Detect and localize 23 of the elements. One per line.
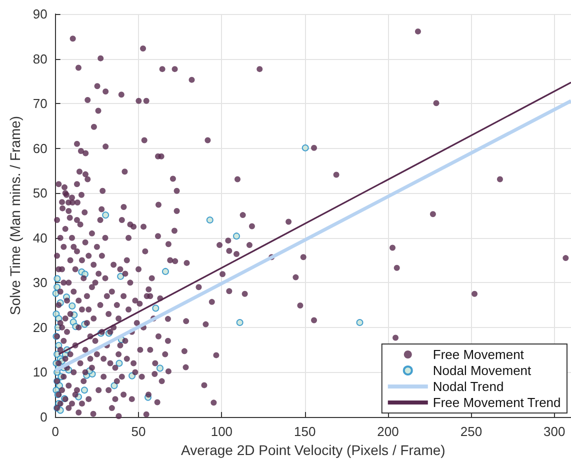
x-axis-title: Average 2D Point Velocity (Pixels / Frame) (181, 442, 446, 458)
y-tick-label: 70 (32, 96, 48, 112)
y-tick-label: 0 (40, 410, 48, 424)
x-tick-label: 300 (544, 424, 566, 439)
legend-label: Free Movement Trend (432, 395, 561, 410)
legend-label: Nodal Movement (432, 363, 532, 378)
y-tick-label: 60 (32, 140, 48, 156)
y-tick-label: 20 (32, 320, 48, 335)
x-tick-label: 50 (131, 424, 146, 439)
x-tick-label: 0 (52, 424, 59, 439)
y-tick-label: 40 (32, 230, 48, 246)
y-tick-label: 90 (32, 6, 48, 22)
y-tick-label: 30 (32, 275, 48, 290)
y-axis-title: Solve Time (Man mins. / Frame) (7, 116, 23, 316)
legend-label: Free Movement (432, 347, 524, 362)
legend-label: Nodal Trend (432, 379, 504, 394)
x-tick-label: 150 (294, 424, 316, 439)
x-tick-label: 250 (460, 424, 482, 439)
x-tick-label: 100 (210, 424, 233, 439)
y-tick-label: 80 (32, 51, 48, 66)
y-tick-label: 50 (32, 186, 48, 201)
y-tick-label: 10 (32, 364, 48, 380)
x-tick-label: 200 (377, 424, 399, 439)
